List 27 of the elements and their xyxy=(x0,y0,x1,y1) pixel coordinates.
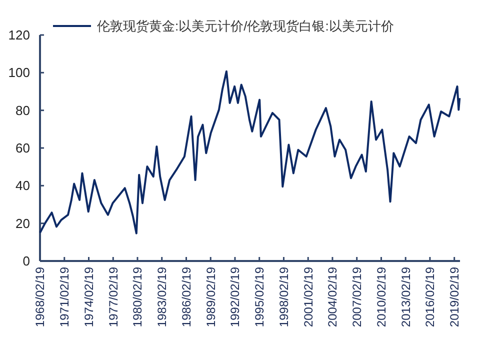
x-tick-label: 2013/02/19 xyxy=(398,266,413,328)
x-tick-label: 2010/02/19 xyxy=(374,266,388,328)
x-tick-label: 1977/02/19 xyxy=(106,266,120,328)
x-tick-label: 2004/02/19 xyxy=(326,266,340,328)
x-tick-label: 2016/02/19 xyxy=(423,266,438,328)
x-tick-label: 1980/02/19 xyxy=(130,266,145,328)
y-tick-label: 0 xyxy=(22,254,30,269)
x-tick-label: 1986/02/19 xyxy=(179,266,194,328)
y-tick-label: 100 xyxy=(8,65,30,80)
y-tick-label: 80 xyxy=(16,102,30,118)
x-tick-label: 2019/02/19 xyxy=(448,266,462,328)
x-tick-label: 1971/02/19 xyxy=(58,266,72,328)
y-tick-label: 120 xyxy=(8,28,30,43)
legend-label: 伦敦现货黄金:以美元计价/伦敦现货白银:以美元计价 xyxy=(97,18,394,34)
x-tick-label: 1998/02/19 xyxy=(276,266,291,328)
x-tick-label: 1992/02/19 xyxy=(228,266,242,328)
x-tick-label: 2007/02/19 xyxy=(350,266,364,328)
y-tick-label: 60 xyxy=(16,140,30,156)
x-tick-label: 1995/02/19 xyxy=(252,266,267,328)
line-series xyxy=(39,70,461,234)
x-tick-label: 1983/02/19 xyxy=(155,266,170,328)
y-tick-label: 40 xyxy=(16,178,30,194)
x-tick-label: 1968/02/19 xyxy=(33,266,48,328)
x-tick-label: 2001/02/19 xyxy=(301,266,316,328)
x-tick-label: 1989/02/19 xyxy=(204,266,218,328)
y-tick-label: 20 xyxy=(16,216,30,231)
x-tick-label: 1974/02/19 xyxy=(82,266,96,328)
